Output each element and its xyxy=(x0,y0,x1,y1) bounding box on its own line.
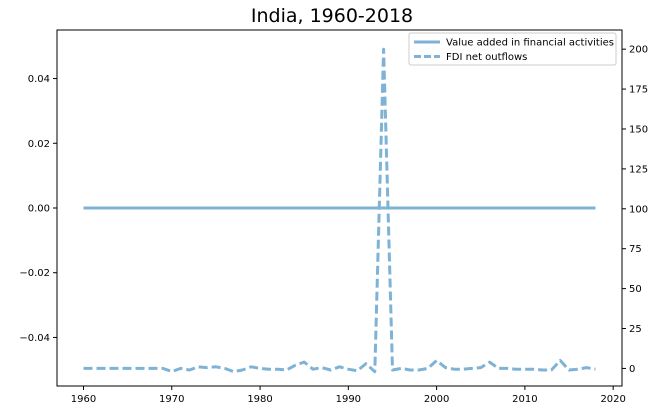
x-tick-label: 1970 xyxy=(159,394,184,405)
chart-title: India, 1960-2018 xyxy=(251,5,413,27)
y-right-tick-label: 200 xyxy=(629,45,648,56)
x-tick-label: 2020 xyxy=(600,394,625,405)
y-left-tick-label: −0.02 xyxy=(19,268,50,279)
legend-label-1: Value added in financial activities xyxy=(446,38,614,49)
x-tick-label: 2010 xyxy=(512,394,537,405)
legend: Value added in financial activities FDI n… xyxy=(408,32,617,66)
y-left-tick-label: −0.04 xyxy=(19,333,50,344)
legend-box xyxy=(408,32,617,66)
x-tick-label: 1980 xyxy=(247,394,272,405)
y-right-tick-label: 75 xyxy=(629,244,642,255)
y-right-tick-label: 175 xyxy=(629,85,648,96)
y-right-tick-label: 50 xyxy=(629,284,642,295)
x-tick-label: 1960 xyxy=(71,394,96,405)
x-tick-label: 1990 xyxy=(336,394,361,405)
y-right-tick-label: 25 xyxy=(629,324,642,335)
x-tick-label: 2000 xyxy=(424,394,449,405)
legend-label-2: FDI net outflows xyxy=(446,52,527,63)
y-left-tick-label: 0.02 xyxy=(28,139,50,150)
y-right-tick-label: 100 xyxy=(629,204,648,215)
y-left-tick-label: 0.00 xyxy=(28,204,50,215)
y-left-tick-label: 0.04 xyxy=(28,74,50,85)
series-line-2 xyxy=(83,47,596,374)
y-right-tick-label: 150 xyxy=(629,124,648,135)
y-right-tick-label: 125 xyxy=(629,164,648,175)
y-right-tick-label: 0 xyxy=(629,364,635,375)
